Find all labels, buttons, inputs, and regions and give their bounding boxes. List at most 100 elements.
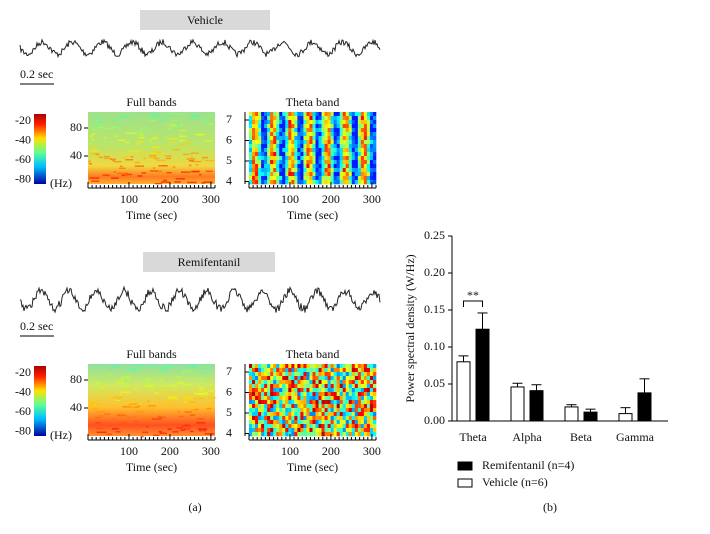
spectrogram-cell <box>366 392 371 397</box>
spectrogram-cell <box>333 112 337 117</box>
spectrogram-texture <box>126 173 133 176</box>
spectrogram-cell <box>291 404 295 409</box>
spectrogram-cell <box>267 124 271 129</box>
spectrogram-cell <box>297 116 301 121</box>
spectrogram-cell <box>345 404 350 409</box>
spectrogram-texture <box>117 121 123 123</box>
spectrogram-cell <box>303 428 307 433</box>
spectrogram-texture <box>99 415 103 417</box>
spectrogram-texture <box>148 119 158 122</box>
spectrogram-cell <box>336 172 341 177</box>
spectrogram-cell <box>336 144 341 149</box>
spectrogram-cell <box>372 380 377 385</box>
spectrogram-cell <box>258 160 262 165</box>
spectrogram-cell <box>249 164 253 169</box>
spectrogram-cell <box>288 168 292 173</box>
spectrogram-cell <box>348 144 353 149</box>
spectrogram-cell <box>330 412 334 417</box>
spectrogram-cell <box>327 180 331 185</box>
spectrogram-cell <box>366 396 371 401</box>
spectrogram-cell <box>324 132 328 137</box>
spectrogram-cell <box>360 432 365 437</box>
spectrogram-cell <box>342 380 347 385</box>
spectrogram-cell <box>273 140 277 145</box>
spectrogram-cell <box>321 412 325 417</box>
spectrogram-cell <box>339 124 344 129</box>
spectrogram-cell <box>252 404 256 409</box>
spectrogram-texture <box>109 418 115 421</box>
spectrogram-cell <box>288 416 292 421</box>
scale-bar-label: 0.2 sec <box>20 319 53 333</box>
spectrogram-cell <box>252 124 256 129</box>
spectrogram-cell <box>264 168 268 173</box>
spectrogram-cell <box>279 124 283 129</box>
spectrogram-cell <box>369 384 374 389</box>
spectrogram-cell <box>324 128 328 133</box>
spectrogram-cell <box>369 160 374 165</box>
spectrogram-cell <box>258 368 262 373</box>
spectrogram-cell <box>324 432 328 437</box>
spectrogram-texture <box>143 157 147 160</box>
spectrogram-cell <box>273 404 277 409</box>
spectrogram-texture <box>123 377 126 380</box>
spectrogram-cell <box>357 148 362 153</box>
spectrogram-cell <box>366 364 371 369</box>
spectrogram-cell <box>270 168 274 173</box>
spectrogram-cell <box>261 164 265 169</box>
spectrogram-cell <box>303 416 307 421</box>
spectrogram-texture <box>177 382 184 384</box>
spectrogram-cell <box>303 140 307 145</box>
spectrogram-cell <box>336 140 341 145</box>
spectrogram-cell <box>264 160 268 165</box>
spectrogram-texture <box>188 164 192 167</box>
spectrogram-cell <box>318 424 322 429</box>
spectrogram-cell <box>255 424 259 429</box>
spectrogram-cell <box>366 164 371 169</box>
spectrogram-cell <box>327 380 331 385</box>
spectrogram-texture <box>171 384 178 387</box>
spectrogram-cell <box>339 116 344 121</box>
spectrogram-texture <box>106 433 112 436</box>
spectrogram-cell <box>360 140 365 145</box>
spectrogram-texture <box>192 160 202 163</box>
spectrogram-cell <box>348 120 353 125</box>
spectrogram-cell <box>288 408 292 413</box>
spectrogram-cell <box>324 112 328 117</box>
spectrogram-cell <box>273 392 277 397</box>
spectrogram-cell <box>312 112 316 117</box>
spectrogram-texture <box>205 170 213 173</box>
spectrogram-cell <box>321 160 325 165</box>
spectrogram-cell <box>339 132 344 137</box>
spectrogram-cell <box>312 388 316 393</box>
y-tick-label: 0.10 <box>424 339 445 353</box>
x-tick-label: 300 <box>363 444 381 458</box>
spectrogram-cell <box>321 376 325 381</box>
spectrogram-texture <box>208 389 217 392</box>
spectrogram-cell <box>273 132 277 137</box>
spectrogram-texture <box>129 150 140 153</box>
y-tick-label: 6 <box>226 384 232 398</box>
spectrogram-cell <box>279 168 283 173</box>
spectrogram-texture <box>139 126 143 129</box>
spectrogram-texture <box>102 123 107 126</box>
spectrogram-cell <box>288 376 292 381</box>
spectrogram-cell <box>276 120 280 125</box>
spectrogram-cell <box>339 152 344 157</box>
spectrogram-cell <box>258 112 262 117</box>
spectrogram-cell <box>336 424 341 429</box>
spectrogram-cell <box>252 164 256 169</box>
spectrogram-cell <box>324 136 328 141</box>
spectrogram-cell <box>342 416 347 421</box>
bar <box>564 406 579 422</box>
spectrogram-cell <box>288 368 292 373</box>
spectrogram-cell <box>357 368 362 373</box>
spectrogram-cell <box>336 124 341 129</box>
spectrogram-cell <box>318 168 322 173</box>
spectrogram-texture <box>205 159 215 162</box>
spectrogram-cell <box>312 432 316 437</box>
spectrogram-cell <box>267 420 271 425</box>
x-tick-label: 300 <box>202 444 220 458</box>
spectrogram-cell <box>357 156 362 161</box>
spectrogram-cell <box>252 372 256 377</box>
spectrogram-cell <box>279 368 283 373</box>
